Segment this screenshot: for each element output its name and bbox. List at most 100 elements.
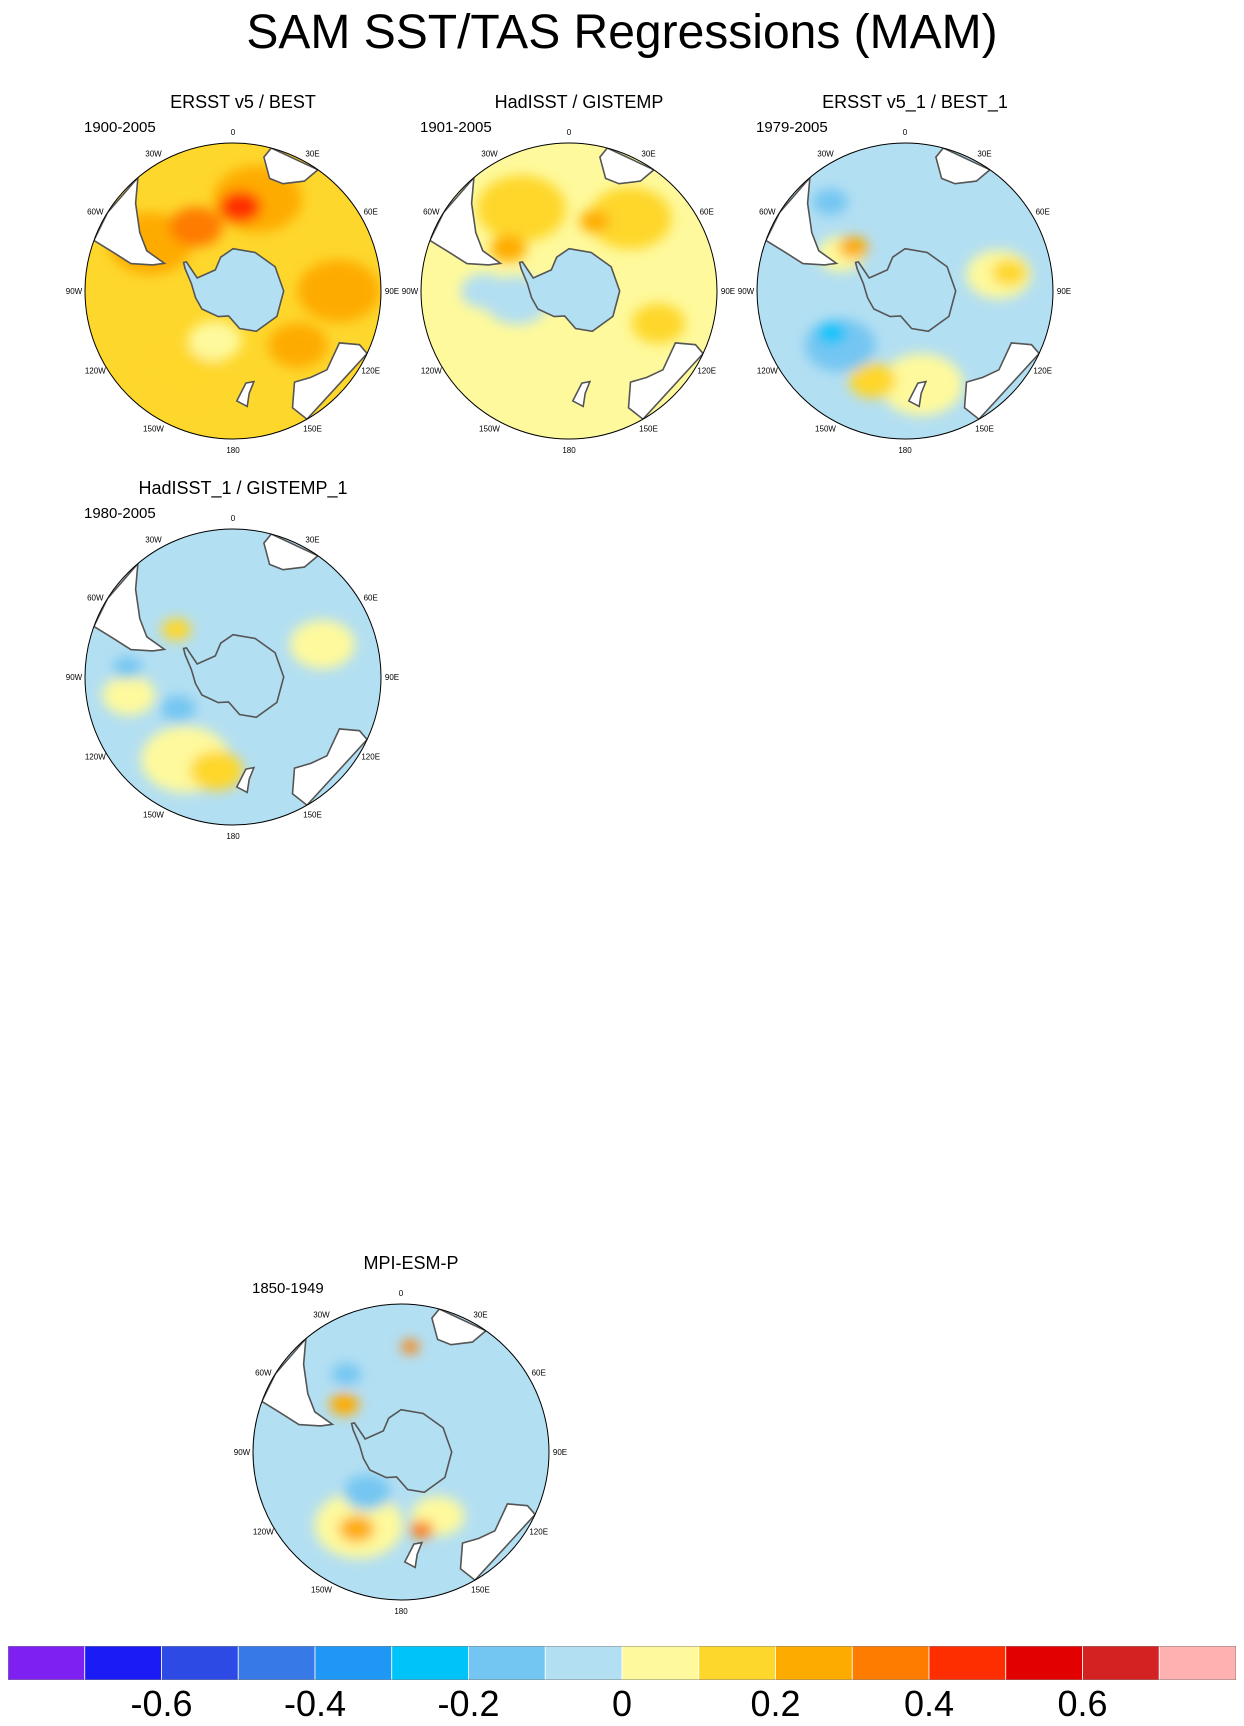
colorbar-swatch xyxy=(1082,1646,1160,1680)
colorbar-tick-label: -0.4 xyxy=(283,1683,347,1724)
longitude-label: 30W xyxy=(817,149,834,158)
map-panel-hadisst-gistemp: HadISST / GISTEMP 1901-2005 0 30E 60E 90E 12… xyxy=(402,92,794,472)
map-border xyxy=(84,142,382,440)
australia-landmass xyxy=(963,342,1041,421)
longitude-label: 30E xyxy=(641,149,655,158)
anomaly-region xyxy=(631,303,686,344)
map-panel-hadisst1-gistemp1: HadISST_1 / GISTEMP_1 1980-2005 0 30E 60E 9… xyxy=(66,478,458,858)
longitude-label: 30W xyxy=(145,535,162,544)
longitude-label: 120W xyxy=(253,1528,274,1537)
polar-map: 0 30E 60E 90E 120E 150E 180 150W 120W 90W 60W 30W xyxy=(738,128,1071,455)
longitude-label: 90E xyxy=(1057,287,1071,296)
anomaly-region xyxy=(189,750,244,791)
longitude-label: 90W xyxy=(738,287,755,296)
panel-title: HadISST / GISTEMP xyxy=(494,92,664,112)
longitude-label: 30W xyxy=(145,149,162,158)
figure-title: SAM SST/TAS Regressions (MAM) xyxy=(246,6,998,59)
panel-title: ERSST v5 / BEST xyxy=(170,92,316,112)
colorbar-swatch xyxy=(314,1646,393,1680)
anomaly-region xyxy=(289,620,355,669)
anomaly-region xyxy=(401,1340,420,1354)
map-border xyxy=(84,528,382,826)
longitude-label: 120E xyxy=(361,753,380,762)
colorbar xyxy=(8,1646,1236,1680)
australia-landmass xyxy=(291,342,369,421)
longitude-label: 150W xyxy=(479,425,500,434)
new-zealand-landmass xyxy=(235,380,256,408)
longitude-label: 150W xyxy=(311,1586,332,1595)
anomaly-region xyxy=(102,675,156,716)
longitude-label: 120W xyxy=(757,367,778,376)
longitude-label: 150W xyxy=(815,425,836,434)
antarctica-landmass xyxy=(518,247,621,333)
longitude-label: 60W xyxy=(759,208,776,217)
longitude-label: 180 xyxy=(226,446,240,455)
south-america-landmass xyxy=(764,175,839,266)
antarctica-landmass xyxy=(182,633,285,719)
anomaly-region xyxy=(268,323,328,368)
anomaly-region xyxy=(112,656,143,679)
anomaly-region xyxy=(148,345,223,402)
colorbar-tick-label: 0.2 xyxy=(750,1683,801,1724)
anomaly-region xyxy=(169,206,223,247)
colorbar-tick-label: 0.6 xyxy=(1057,1683,1108,1724)
map-border xyxy=(420,142,718,440)
longitude-label: 60E xyxy=(364,594,378,603)
anomaly-region xyxy=(297,259,381,323)
longitude-label: 180 xyxy=(562,446,576,455)
map-panel-ersst1-best1: ERSST v5_1 / BEST_1 1979-2005 0 30E 60E 90E… xyxy=(738,92,1130,472)
map-border xyxy=(756,142,1054,440)
anomaly-region xyxy=(838,236,868,259)
panel-period: 1980-2005 xyxy=(84,505,156,522)
anomaly-region xyxy=(331,1362,362,1386)
colorbar-swatch xyxy=(237,1646,316,1680)
longitude-label: 90E xyxy=(385,287,399,296)
anomaly-region xyxy=(409,1520,434,1539)
new-zealand-landmass xyxy=(907,380,928,408)
longitude-label: 0 xyxy=(567,128,572,137)
anomaly-region xyxy=(816,322,847,345)
colorbar-swatch xyxy=(161,1646,239,1680)
longitude-label: 0 xyxy=(231,514,236,523)
longitude-label: 60W xyxy=(87,594,104,603)
polar-map: 0 30E 60E 90E 120E 150E 180 150W 120W 90W 60W 30W xyxy=(66,514,399,841)
new-zealand-landmass xyxy=(571,380,592,408)
colorbar-swatch xyxy=(8,1646,86,1680)
anomaly-region xyxy=(588,187,672,250)
australia-landmass xyxy=(291,728,369,807)
longitude-label: 180 xyxy=(226,832,240,841)
longitude-label: 30W xyxy=(313,1310,330,1319)
longitude-label: 30E xyxy=(305,149,319,158)
longitude-label: 60E xyxy=(1036,208,1050,217)
map-border xyxy=(252,1303,550,1601)
map-panel-ersst-best: ERSST v5 / BEST 1900-2005 0 30E 60E 90E 120E… xyxy=(66,92,458,472)
longitude-label: 90W xyxy=(234,1448,251,1457)
longitude-label: 120E xyxy=(529,1528,548,1537)
colorbar-swatch xyxy=(621,1646,700,1680)
longitude-label: 0 xyxy=(399,1289,404,1298)
longitude-label: 150W xyxy=(143,425,164,434)
panel-title: MPI-ESM-P xyxy=(363,1253,459,1273)
longitude-label: 180 xyxy=(394,1607,408,1616)
longitude-label: 150E xyxy=(303,811,322,820)
longitude-label: 120W xyxy=(421,367,442,376)
anomaly-region xyxy=(812,188,849,216)
anomaly-region xyxy=(848,362,897,399)
longitude-label: 60W xyxy=(423,208,440,217)
longitude-label: 90E xyxy=(385,673,399,682)
longitude-label: 90E xyxy=(553,1448,567,1457)
australia-landmass xyxy=(459,1503,537,1582)
panel-period: 1979-2005 xyxy=(756,119,828,136)
south-america-landmass xyxy=(428,175,503,266)
longitude-label: 60E xyxy=(700,208,714,217)
polar-map: 0 30E 60E 90E 120E 150E 180 150W 120W 90W 60W 30W xyxy=(66,128,399,455)
colorbar-swatch xyxy=(851,1646,930,1680)
colorbar-swatch xyxy=(1005,1646,1083,1680)
longitude-label: 60W xyxy=(87,208,104,217)
panel-period: 1901-2005 xyxy=(420,119,492,136)
longitude-label: 120W xyxy=(85,367,106,376)
anomaly-region xyxy=(343,1474,391,1511)
anomaly-region xyxy=(490,235,527,262)
longitude-label: 120E xyxy=(697,367,716,376)
longitude-label: 0 xyxy=(231,128,236,137)
